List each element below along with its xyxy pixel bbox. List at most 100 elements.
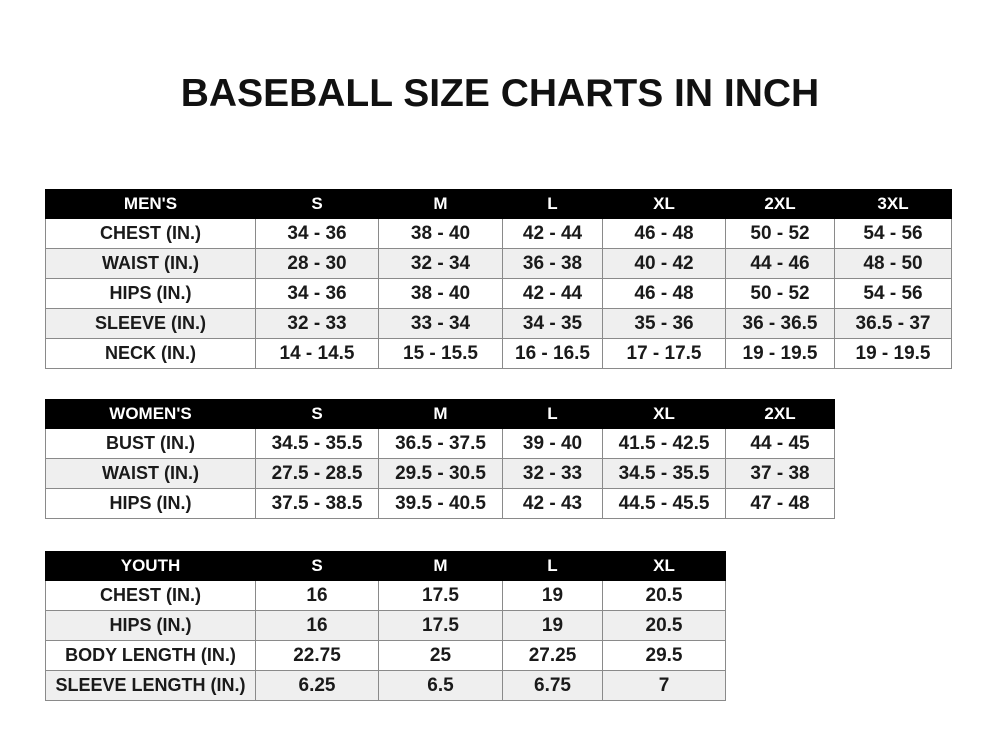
table-category-header: YOUTH (45, 551, 256, 581)
size-value-cell: 46 - 48 (602, 278, 726, 309)
size-value-cell: 39.5 - 40.5 (378, 488, 503, 519)
measurement-label: HIPS (IN.) (45, 488, 256, 519)
womens-size-table: WOMEN'S S M L XL 2XL BUST (IN.) 34.5 - 35.5 36.5… (45, 399, 835, 519)
size-value-cell: 29.5 (602, 640, 726, 671)
size-value-cell: 32 - 34 (378, 248, 503, 279)
measurement-label: HIPS (IN.) (45, 610, 256, 641)
table-row: CHEST (IN.) 16 17.5 19 20.5 (45, 580, 726, 611)
size-value-cell: 33 - 34 (378, 308, 503, 339)
size-value-cell: 36.5 - 37.5 (378, 428, 503, 459)
size-value-cell: 28 - 30 (255, 248, 379, 279)
size-value-cell: 19 - 19.5 (834, 338, 952, 369)
table-category-header: WOMEN'S (45, 399, 256, 429)
size-value-cell: 6.25 (255, 670, 379, 701)
size-value-cell: 17.5 (378, 580, 503, 611)
size-value-cell: 34 - 36 (255, 218, 379, 249)
size-value-cell: 27.25 (502, 640, 603, 671)
size-value-cell: 29.5 - 30.5 (378, 458, 503, 489)
size-column-header: S (255, 551, 379, 581)
size-value-cell: 37.5 - 38.5 (255, 488, 379, 519)
size-value-cell: 44 - 45 (725, 428, 835, 459)
table-row: SLEEVE LENGTH (IN.) 6.25 6.5 6.75 7 (45, 670, 726, 701)
size-value-cell: 16 (255, 610, 379, 641)
size-value-cell: 14 - 14.5 (255, 338, 379, 369)
table-header-row: YOUTH S M L XL (45, 551, 726, 581)
measurement-label: SLEEVE LENGTH (IN.) (45, 670, 256, 701)
size-value-cell: 50 - 52 (725, 278, 835, 309)
size-value-cell: 42 - 44 (502, 278, 603, 309)
table-row: CHEST (IN.) 34 - 36 38 - 40 42 - 44 46 - 48 5… (45, 218, 952, 249)
table-row: BODY LENGTH (IN.) 22.75 25 27.25 29.5 (45, 640, 726, 671)
table-header-row: WOMEN'S S M L XL 2XL (45, 399, 835, 429)
size-column-header: M (378, 399, 503, 429)
size-value-cell: 34.5 - 35.5 (255, 428, 379, 459)
table-row: WAIST (IN.) 28 - 30 32 - 34 36 - 38 40 - 42 4… (45, 248, 952, 279)
size-column-header: M (378, 551, 503, 581)
size-value-cell: 54 - 56 (834, 278, 952, 309)
table-row: NECK (IN.) 14 - 14.5 15 - 15.5 16 - 16.5 17 … (45, 338, 952, 369)
size-value-cell: 17 - 17.5 (602, 338, 726, 369)
size-column-header: L (502, 551, 603, 581)
size-value-cell: 7 (602, 670, 726, 701)
size-value-cell: 36 - 38 (502, 248, 603, 279)
size-value-cell: 34 - 35 (502, 308, 603, 339)
size-column-header: XL (602, 189, 726, 219)
size-column-header: S (255, 189, 379, 219)
size-value-cell: 42 - 43 (502, 488, 603, 519)
size-value-cell: 36 - 36.5 (725, 308, 835, 339)
measurement-label: BODY LENGTH (IN.) (45, 640, 256, 671)
size-value-cell: 38 - 40 (378, 278, 503, 309)
size-value-cell: 32 - 33 (255, 308, 379, 339)
size-column-header: XL (602, 399, 726, 429)
size-value-cell: 19 - 19.5 (725, 338, 835, 369)
table-row: WAIST (IN.) 27.5 - 28.5 29.5 - 30.5 32 - 33… (45, 458, 835, 489)
table-header-row: MEN'S S M L XL 2XL 3XL (45, 189, 952, 219)
size-column-header: S (255, 399, 379, 429)
measurement-label: CHEST (IN.) (45, 580, 256, 611)
table-row: HIPS (IN.) 37.5 - 38.5 39.5 - 40.5 42 - 43 4… (45, 488, 835, 519)
size-column-header: XL (602, 551, 726, 581)
size-value-cell: 22.75 (255, 640, 379, 671)
measurement-label: CHEST (IN.) (45, 218, 256, 249)
size-value-cell: 35 - 36 (602, 308, 726, 339)
size-value-cell: 19 (502, 580, 603, 611)
size-value-cell: 16 - 16.5 (502, 338, 603, 369)
size-value-cell: 34 - 36 (255, 278, 379, 309)
table-category-header: MEN'S (45, 189, 256, 219)
size-value-cell: 38 - 40 (378, 218, 503, 249)
measurement-label: BUST (IN.) (45, 428, 256, 459)
size-value-cell: 44 - 46 (725, 248, 835, 279)
measurement-label: WAIST (IN.) (45, 248, 256, 279)
table-row: HIPS (IN.) 34 - 36 38 - 40 42 - 44 46 - 48 50… (45, 278, 952, 309)
size-value-cell: 47 - 48 (725, 488, 835, 519)
size-column-header: 2XL (725, 399, 835, 429)
measurement-label: HIPS (IN.) (45, 278, 256, 309)
size-value-cell: 44.5 - 45.5 (602, 488, 726, 519)
size-value-cell: 46 - 48 (602, 218, 726, 249)
size-column-header: 3XL (834, 189, 952, 219)
size-column-header: L (502, 399, 603, 429)
table-row: SLEEVE (IN.) 32 - 33 33 - 34 34 - 35 35 - 36… (45, 308, 952, 339)
size-value-cell: 36.5 - 37 (834, 308, 952, 339)
size-value-cell: 54 - 56 (834, 218, 952, 249)
size-value-cell: 16 (255, 580, 379, 611)
size-value-cell: 50 - 52 (725, 218, 835, 249)
size-value-cell: 40 - 42 (602, 248, 726, 279)
size-value-cell: 15 - 15.5 (378, 338, 503, 369)
size-value-cell: 34.5 - 35.5 (602, 458, 726, 489)
measurement-label: NECK (IN.) (45, 338, 256, 369)
table-row: HIPS (IN.) 16 17.5 19 20.5 (45, 610, 726, 641)
size-value-cell: 20.5 (602, 580, 726, 611)
table-row: BUST (IN.) 34.5 - 35.5 36.5 - 37.5 39 - 40 4… (45, 428, 835, 459)
size-value-cell: 19 (502, 610, 603, 641)
youth-size-table: YOUTH S M L XL CHEST (IN.) 16 17.5 19 20.5 HIPS (I… (45, 551, 726, 701)
size-value-cell: 48 - 50 (834, 248, 952, 279)
size-value-cell: 42 - 44 (502, 218, 603, 249)
mens-size-table: MEN'S S M L XL 2XL 3XL CHEST (IN.) 34 - 36 38 - 4… (45, 189, 952, 369)
size-column-header: L (502, 189, 603, 219)
size-value-cell: 20.5 (602, 610, 726, 641)
size-value-cell: 37 - 38 (725, 458, 835, 489)
size-value-cell: 41.5 - 42.5 (602, 428, 726, 459)
measurement-label: SLEEVE (IN.) (45, 308, 256, 339)
size-column-header: 2XL (725, 189, 835, 219)
